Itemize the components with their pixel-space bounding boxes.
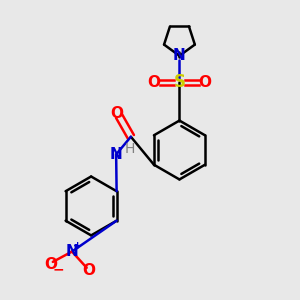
Text: H: H: [124, 142, 135, 155]
Text: N: N: [173, 48, 186, 63]
Text: N: N: [66, 244, 78, 259]
Text: O: O: [147, 75, 160, 90]
Text: O: O: [44, 257, 57, 272]
Text: N: N: [110, 147, 122, 162]
Text: O: O: [82, 263, 95, 278]
Text: O: O: [110, 106, 123, 121]
Text: S: S: [173, 73, 185, 91]
Text: +: +: [73, 241, 82, 251]
Text: O: O: [199, 75, 212, 90]
Text: −: −: [52, 262, 64, 276]
